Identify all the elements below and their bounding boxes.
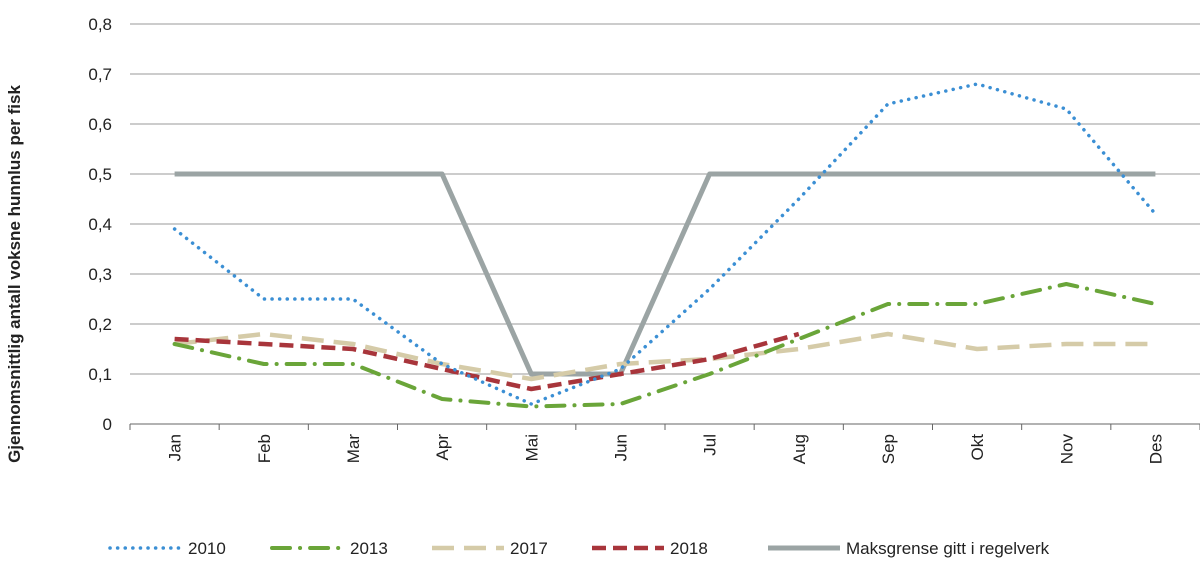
legend: 2010 2013 2017 2018 Maksgrense gitt i regelv… [108,539,1050,558]
y-tick-label: 0,1 [88,365,112,384]
y-tick-label: 0,4 [88,215,112,234]
grid-lines [129,23,1200,430]
series-line-2010 [172,82,1158,406]
x-tick-labels: Jan Feb Mar Apr Mai Jun Jul Aug Sep Okt Nov Des [166,434,1166,465]
x-tick-label: Mai [522,434,541,461]
x-tick-label: Aug [790,434,809,464]
x-tick-label: Jun [611,434,630,461]
y-tick-label: 0,7 [88,65,112,84]
y-tick-labels: 0 0,1 0,2 0,3 0,4 0,5 0,6 0,7 0,8 [88,15,112,434]
x-tick-label: Jul [701,434,720,456]
y-tick-label: 0,3 [88,265,112,284]
legend-label: 2010 [188,539,226,558]
legend-label: Maksgrense gitt i regelverk [846,539,1050,558]
x-tick-label: Nov [1057,434,1076,465]
y-tick-label: 0,6 [88,115,112,134]
x-tick-label: Feb [255,434,274,463]
legend-label: 2018 [670,539,708,558]
x-tick-label: Sep [879,434,898,464]
x-tick-label: Des [1146,434,1165,464]
y-tick-label: 0,5 [88,165,112,184]
legend-label: 2017 [510,539,548,558]
series-line-maksgrense-gitt-i-regelverk [174,171,1156,377]
x-tick-label: Jan [166,434,185,461]
x-tick-label: Mar [344,434,363,464]
legend-label: 2013 [350,539,388,558]
y-tick-label: 0,8 [88,15,112,34]
y-tick-label: 0 [103,415,112,434]
series-line-2018 [174,331,800,392]
series-lines [172,82,1158,409]
x-tick-label: Apr [433,434,452,461]
series-line-2013 [172,282,1158,409]
y-axis-label: Gjennomsnittlig antall voksne hunnlus pe… [5,85,24,463]
y-tick-label: 0,2 [88,315,112,334]
series-line-2017 [174,331,1156,382]
x-tick-label: Okt [968,434,987,461]
